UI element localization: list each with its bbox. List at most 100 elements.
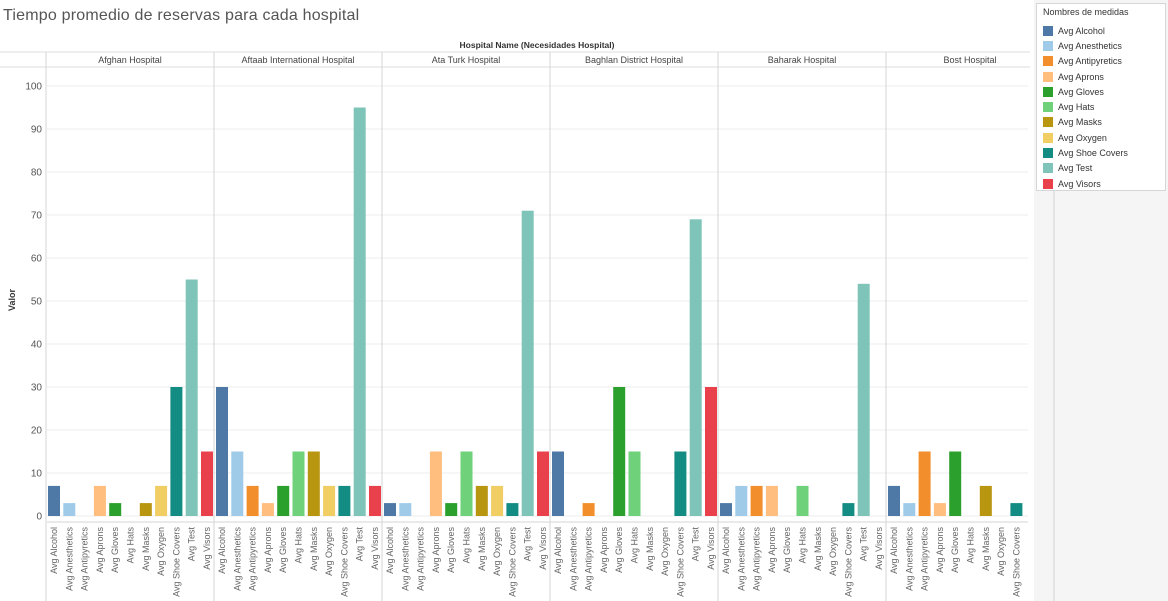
x-tick-label: Avg Anesthetics	[400, 527, 410, 591]
x-tick-label: Avg Anesthetics	[64, 527, 74, 591]
bar	[429, 451, 442, 516]
x-tick-label: Avg Visors	[874, 527, 884, 570]
legend-swatch	[1043, 178, 1053, 189]
x-tick-label: Avg Shoe Covers	[171, 527, 181, 597]
bar	[765, 485, 778, 516]
legend-item[interactable]: Avg Gloves	[1037, 84, 1165, 99]
x-tick-label: Avg Oxygen	[660, 527, 670, 576]
x-tick-label: Avg Shoe Covers	[1011, 527, 1021, 597]
x-tick-label: Avg Antipyretics	[752, 527, 762, 591]
panel-header: Baghlan District Hospital	[585, 55, 683, 65]
bar	[48, 485, 60, 516]
legend: Nombres de medidas Avg Alcohol Avg Anesth…	[1036, 3, 1166, 191]
bar	[369, 485, 381, 516]
x-tick-label: Avg Hats	[126, 527, 136, 564]
y-tick-label: 60	[31, 254, 43, 265]
y-tick-label: 10	[31, 469, 43, 480]
bar	[93, 485, 106, 516]
legend-item[interactable]: Avg Visors	[1037, 176, 1165, 191]
bar	[796, 485, 809, 516]
legend-item[interactable]: Avg Hats	[1037, 99, 1165, 114]
legend-label: Avg Gloves	[1058, 86, 1104, 97]
legend-label: Avg Antipyretics	[1058, 56, 1122, 67]
x-tick-label: Avg Masks	[309, 527, 319, 571]
legend-swatch	[1043, 71, 1053, 82]
bar	[338, 485, 351, 516]
legend-item[interactable]: Avg Oxygen	[1037, 130, 1165, 145]
bar	[155, 485, 168, 516]
x-tick-label: Avg Gloves	[446, 527, 456, 573]
x-tick-label: Avg Test	[691, 527, 701, 562]
x-tick-label: Avg Oxygen	[996, 527, 1006, 576]
bar	[261, 503, 274, 516]
legend-item[interactable]: Avg Masks	[1037, 115, 1165, 130]
x-tick-label: Avg Oxygen	[156, 527, 166, 576]
bar	[842, 503, 855, 516]
x-tick-label: Avg Hats	[630, 527, 640, 564]
bar	[582, 503, 595, 516]
x-tick-label: Avg Masks	[141, 527, 151, 571]
bar	[537, 451, 549, 516]
bar	[521, 210, 534, 516]
bar	[246, 485, 259, 516]
legend-item[interactable]: Avg Anesthetics	[1037, 38, 1165, 53]
x-tick-label: Avg Shoe Covers	[339, 527, 349, 597]
legend-item[interactable]: Avg Alcohol	[1037, 23, 1165, 38]
bar	[216, 387, 228, 516]
x-tick-label: Avg Visors	[202, 527, 212, 570]
bar	[949, 451, 962, 516]
x-tick-label: Avg Gloves	[614, 527, 624, 573]
x-tick-label: Avg Visors	[370, 527, 380, 570]
x-tick-label: Avg Hats	[462, 527, 472, 564]
panel-header: Afghan Hospital	[98, 55, 162, 65]
x-tick-label: Avg Test	[355, 527, 365, 562]
x-tick-label: Avg Masks	[477, 527, 487, 571]
y-tick-label: 20	[31, 426, 43, 437]
column-header: Hospital Name (Necesidades Hospital)	[460, 40, 615, 50]
legend-swatch	[1043, 102, 1053, 113]
x-tick-label: Avg Visors	[538, 527, 548, 570]
bar	[307, 451, 320, 516]
bar	[1010, 503, 1023, 516]
y-tick-label: 40	[31, 340, 43, 351]
bar	[903, 503, 916, 516]
legend-label: Avg Aprons	[1058, 71, 1104, 82]
legend-item[interactable]: Avg Test	[1037, 161, 1165, 176]
legend-swatch	[1043, 163, 1053, 174]
bar	[735, 485, 748, 516]
bar	[689, 219, 702, 517]
bar	[323, 485, 336, 516]
bar	[705, 387, 717, 516]
x-tick-label: Avg Gloves	[782, 527, 792, 573]
legend-item[interactable]: Avg Antipyretics	[1037, 54, 1165, 69]
x-tick-label: Avg Test	[523, 527, 533, 562]
legend-label: Avg Visors	[1058, 178, 1101, 189]
bar	[384, 503, 396, 516]
legend-item[interactable]: Avg Aprons	[1037, 69, 1165, 84]
x-tick-label: Avg Test	[859, 527, 869, 562]
x-tick-label: Avg Alcohol	[721, 527, 731, 574]
legend-label: Avg Masks	[1058, 117, 1102, 128]
panel-header: Aftaab International Hospital	[241, 55, 354, 65]
legend-item[interactable]: Avg Shoe Covers	[1037, 145, 1165, 160]
legend-label: Avg Anesthetics	[1058, 40, 1122, 51]
bar	[139, 503, 152, 516]
x-tick-label: Avg Gloves	[110, 527, 120, 573]
legend-swatch	[1043, 117, 1053, 128]
bar	[888, 485, 900, 516]
x-tick-label: Avg Test	[187, 527, 197, 562]
bar	[750, 485, 763, 516]
x-tick-label: Avg Anesthetics	[568, 527, 578, 591]
x-tick-label: Avg Gloves	[278, 527, 288, 573]
chart-title: Tiempo promedio de reservas para cada ho…	[3, 7, 360, 24]
x-tick-label: Avg Visors	[706, 527, 716, 570]
y-axis-title: Valor	[7, 288, 17, 311]
x-tick-label: Avg Masks	[645, 527, 655, 571]
x-tick-label: Avg Hats	[966, 527, 976, 564]
bar	[613, 387, 626, 516]
x-tick-label: Avg Aprons	[599, 527, 609, 573]
x-tick-label: Avg Alcohol	[217, 527, 227, 574]
bar	[353, 107, 366, 516]
x-tick-label: Avg Hats	[294, 527, 304, 564]
y-tick-label: 50	[31, 297, 43, 308]
